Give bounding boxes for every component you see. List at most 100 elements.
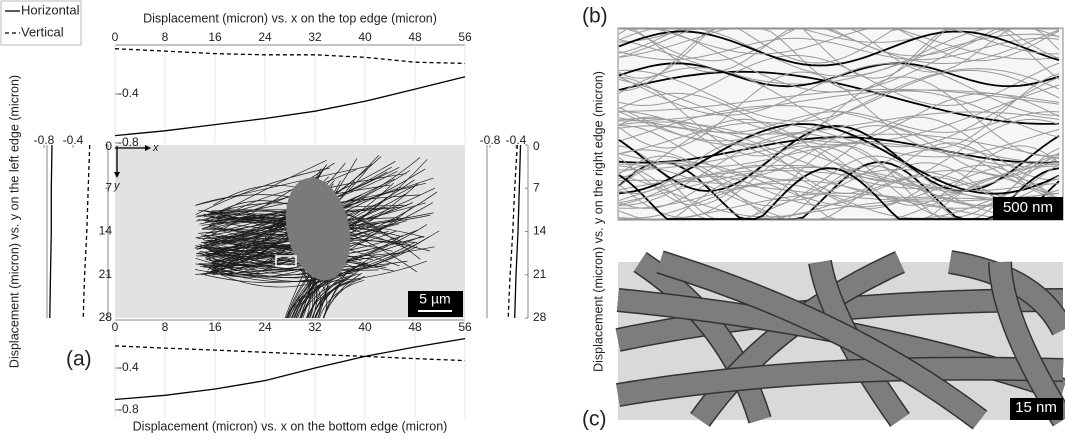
y-tick-label: 21 (533, 267, 547, 281)
fiber (618, 78, 1060, 144)
x-tick-label: 8 (162, 320, 169, 334)
fiber (618, 121, 1060, 191)
series-line (114, 48, 466, 65)
fiber (618, 30, 1060, 67)
y-tick-label: 0 (105, 139, 112, 153)
y-tick-label: 14 (533, 224, 547, 238)
axis-y-label: y (113, 180, 121, 192)
fiber (618, 63, 1059, 116)
y-tick-label: 28 (533, 310, 547, 324)
inclusion (285, 177, 351, 281)
scale-label: 500 nm (1003, 199, 1053, 216)
series-line (114, 337, 466, 401)
chart-title: Displacement (micron) vs. x on the top e… (143, 11, 437, 25)
panel-label: (b) (582, 5, 608, 28)
panel-b-image (617, 27, 1064, 221)
x-tick-label: 16 (208, 320, 222, 334)
fiber (198, 263, 361, 275)
fiber (618, 116, 1060, 181)
series-line (82, 144, 91, 319)
fiber (618, 111, 1060, 135)
x-tick-label: 56 (458, 320, 472, 334)
x-tick-label: 40 (358, 30, 372, 44)
fiber (618, 125, 1060, 199)
fiber (618, 149, 1060, 202)
series-line (49, 144, 53, 319)
fiber (618, 155, 1060, 207)
fiber (618, 179, 1060, 202)
tube (948, 251, 1065, 335)
fiber (618, 167, 1060, 220)
fiber (618, 124, 1060, 192)
tube (989, 261, 1065, 426)
fiber (212, 254, 376, 288)
fiber (619, 175, 1060, 220)
fiber (308, 280, 316, 319)
tube (616, 358, 1064, 406)
panel-label: (a) (66, 348, 92, 371)
scale-label: 15 nm (1015, 399, 1057, 416)
x-tick-label: 0 (112, 30, 119, 44)
chart-title: Displacement (micron) vs. y on the right… (591, 71, 605, 372)
chart-title: Displacement (micron) vs. y on the left … (7, 75, 21, 368)
fiber (300, 274, 356, 319)
scale-box (993, 197, 1063, 220)
x-tick-label: 16 (208, 30, 222, 44)
fiber (206, 158, 358, 275)
series-line (507, 144, 518, 319)
x-tick-label: -0.4 (506, 133, 527, 147)
fiber (619, 28, 1060, 55)
fiber (618, 145, 1060, 206)
x-tick-label: 40 (358, 320, 372, 334)
x-tick-label: 48 (408, 320, 422, 334)
x-tick-label: 56 (458, 30, 472, 44)
fiber (618, 142, 1060, 168)
x-tick-label: 48 (408, 30, 422, 44)
fiber (618, 28, 1060, 60)
panel-label: (c) (582, 408, 607, 431)
x-tick-label: -0.4 (63, 133, 84, 147)
axis-x-label: x (152, 142, 159, 154)
y-tick-label: -0.8 (118, 135, 139, 149)
fiber (618, 170, 1059, 204)
fiber (618, 111, 1060, 133)
x-tick-label: 8 (162, 30, 169, 44)
fiber (311, 278, 358, 319)
chart-title: Displacement (micron) vs. x on the botto… (133, 419, 448, 433)
y-tick-label: 7 (105, 180, 112, 194)
y-arrow-head (114, 172, 120, 178)
x-tick-label: 24 (258, 320, 272, 334)
fiber (618, 118, 1060, 182)
fiber (285, 263, 366, 319)
fiber (299, 268, 311, 319)
y-tick-label: 21 (99, 267, 113, 281)
fiber (618, 169, 1060, 218)
fiber (618, 142, 1060, 195)
fiber (315, 275, 353, 319)
fiber (618, 28, 1060, 79)
fiber (285, 271, 312, 319)
fiber (618, 33, 1060, 85)
x-tick-label: 32 (308, 320, 322, 334)
tube (656, 251, 987, 429)
y-tick-label: 0 (533, 139, 540, 153)
fiber (618, 70, 1060, 125)
y-tick-label: -0.4 (118, 86, 139, 100)
scale-box (408, 291, 463, 317)
y-tick-label: 7 (533, 180, 540, 194)
tube (634, 253, 771, 424)
fiber (618, 69, 1060, 122)
x-tick-label: 32 (308, 30, 322, 44)
x-tick-label: -0.8 (34, 133, 55, 147)
fiber (618, 175, 1060, 206)
fiber (210, 226, 369, 265)
scale-label: 5 µm (419, 291, 450, 307)
fiber (201, 210, 371, 267)
fiber (199, 163, 372, 256)
fiber (319, 280, 365, 319)
fiber (195, 165, 370, 206)
zoom-box (275, 255, 297, 267)
y-tick-label: -0.4 (118, 360, 139, 374)
fiber (618, 124, 1060, 177)
